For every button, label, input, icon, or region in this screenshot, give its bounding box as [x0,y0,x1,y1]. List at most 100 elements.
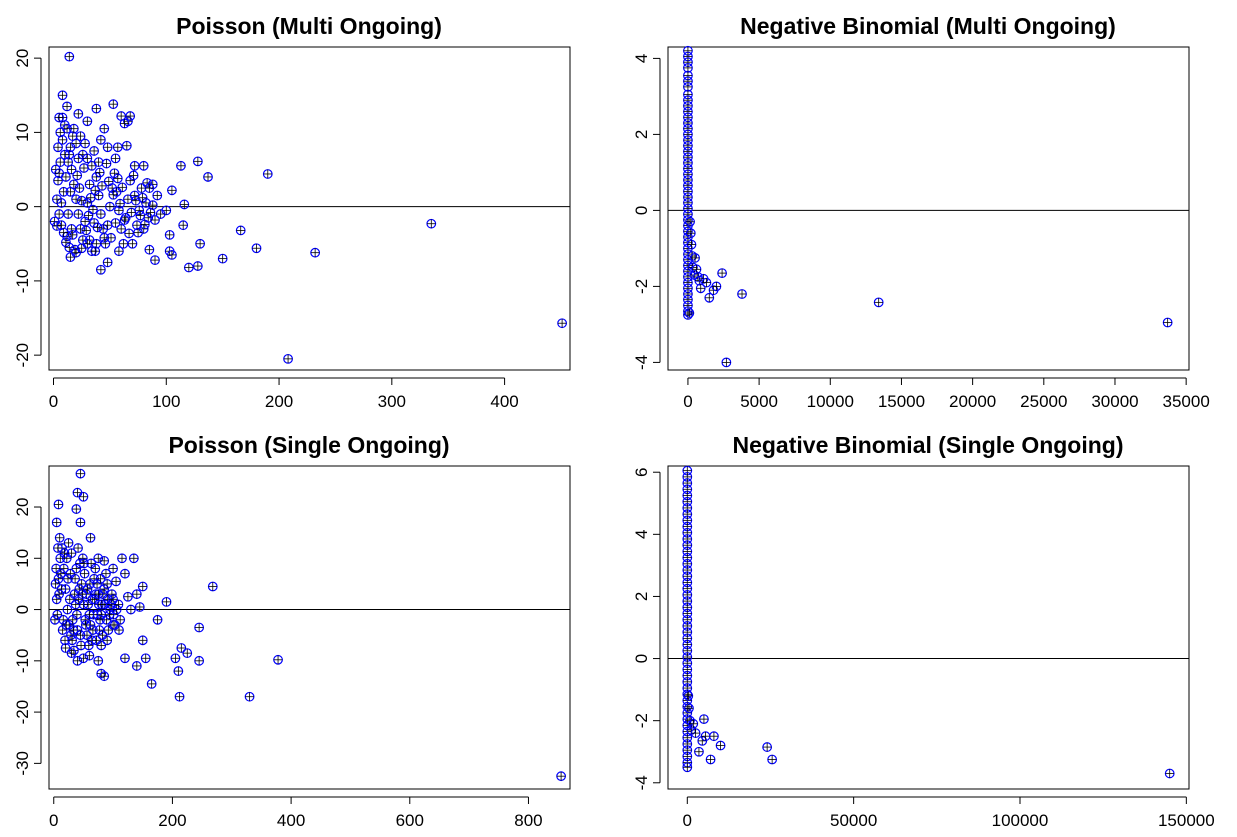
data-point [62,101,72,112]
panel-poisson-single: Poisson (Single Ongoing) 0 200 400 600 800-3… [13,432,571,830]
data-point [67,229,78,240]
data-point [127,238,138,249]
data-point [94,167,105,178]
data-point [66,648,77,659]
data-point [95,614,105,625]
data-point [113,599,124,610]
data-point [63,538,74,548]
panel-poisson-multi: Poisson (Multi Ongoing) 0 100 200 300 400-20… [13,13,571,411]
data-point [683,690,694,701]
data-point [137,635,148,646]
data-point [682,762,693,773]
data-point [147,200,158,211]
data-point [152,614,163,625]
data-point [119,118,130,129]
data-point [61,237,71,248]
data-point [192,156,203,167]
data-point [701,277,712,288]
y-axis: -20 -10 0 10 20 [13,49,42,368]
data-point [690,252,700,263]
data-point [684,308,695,318]
data-point [97,630,108,641]
data-point [82,238,93,249]
data-point [82,116,93,127]
y-tick-label: -4 [632,775,651,790]
data-point [131,661,142,671]
x-tick-label: 0 [49,811,58,830]
data-point [85,532,96,543]
data-point [128,170,139,181]
data-point [53,142,63,153]
data-point [54,209,65,219]
data-point [108,594,118,605]
data-point [144,244,155,255]
chart-title: Negative Binomial (Single Ongoing) [732,432,1123,458]
data-point [75,468,86,479]
y-tick-label: -30 [13,751,32,776]
data-point [120,653,130,664]
data-point [114,246,124,257]
data-point [721,357,732,368]
data-point [90,246,101,257]
y-tick-label: -2 [632,713,651,728]
data-point [102,220,113,231]
x-tick-label: 200 [265,392,293,411]
data-point [195,238,206,249]
data-point [126,207,137,218]
data-point [58,227,69,238]
data-point [152,190,163,201]
panel-negbin-single: Negative Binomial (Single Ongoing) 0 5000… [632,432,1215,830]
data-point [117,553,127,564]
y-tick-label: -20 [13,343,32,368]
y-axis: -4 -2 0 2 4 6 [632,467,661,790]
data-point [95,264,106,275]
data-point [120,568,130,579]
x-tick-label: 50000 [830,811,877,830]
data-point [178,220,189,231]
y-tick-label: -10 [13,649,32,674]
data-point [76,195,87,206]
x-tick-label: 300 [378,392,406,411]
y-tick-label: 0 [632,654,651,663]
x-tick-label: 25000 [1020,392,1067,411]
data-point [93,157,104,167]
data-point [60,643,71,653]
data-point [167,250,177,260]
data-point [50,579,61,589]
data-point [217,253,228,264]
data-point [176,160,186,171]
data-point [194,622,205,633]
data-point [79,163,89,173]
data-point [129,160,140,171]
data-point [124,228,134,239]
data-point [55,127,66,138]
y-tick-label: 10 [13,549,32,568]
x-tick-label: 20000 [949,392,996,411]
data-point [50,614,60,625]
data-point [262,169,273,179]
data-point [117,182,128,193]
data-point [54,532,65,543]
data-point [161,596,172,607]
data-points [683,45,1173,368]
plot-frame [667,46,1190,371]
data-point [128,553,139,564]
y-tick-label: 6 [632,467,651,476]
x-tick-label: 15000 [878,392,925,411]
data-point [71,609,82,620]
data-point [92,222,103,233]
plot-frame [667,465,1190,790]
data-point [51,563,62,574]
data-point [119,215,130,225]
data-point [62,604,73,615]
data-point [150,215,160,225]
data-point [273,654,283,665]
data-point [700,731,711,742]
data-point [72,170,83,181]
y-tick-label: -2 [632,279,651,294]
data-point [762,742,773,752]
data-point [146,678,157,689]
data-point [131,589,142,600]
data-point [684,703,694,714]
